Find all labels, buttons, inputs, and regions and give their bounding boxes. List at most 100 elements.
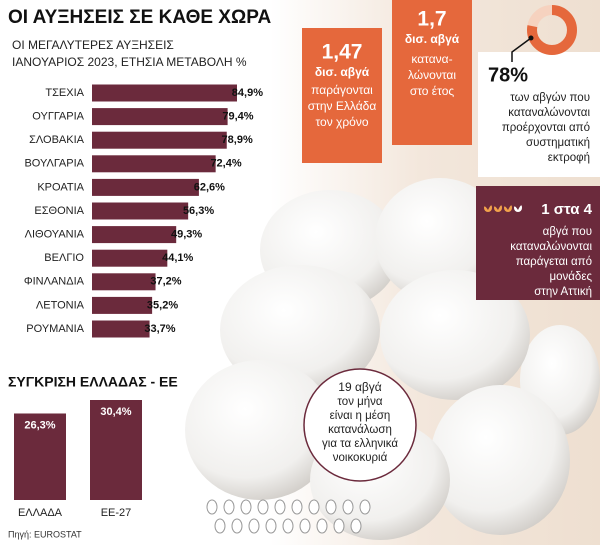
y-tick-label: ΒΕΛΓΙΟ bbox=[44, 252, 84, 264]
chart-title: ΣΥΓΚΡΙΣΗ ΕΛΛΑΔΑΣ - ΕΕ bbox=[8, 374, 178, 390]
callout-text: μονάδες bbox=[550, 271, 593, 283]
y-tick-label: ΤΣΕΧΙΑ bbox=[45, 87, 84, 99]
callout-text: κατανάλωση bbox=[328, 424, 392, 436]
callout-text: στην Αττική bbox=[534, 286, 592, 298]
egg-icon bbox=[257, 499, 269, 515]
value-label: 30,4% bbox=[100, 406, 131, 418]
value-label: 79,4% bbox=[222, 111, 253, 123]
callout-text: στο έτος bbox=[410, 84, 455, 98]
y-tick-label: ΦΙΝΛΑΝΔΙΑ bbox=[24, 276, 85, 288]
value-label: 26,3% bbox=[24, 419, 55, 431]
bar bbox=[92, 202, 189, 220]
callout-number: 1,47 bbox=[322, 41, 363, 64]
callout-text: τον χρόνο bbox=[315, 115, 368, 129]
x-tick-label: ΕΛΛΑΔΑ bbox=[18, 507, 63, 519]
value-label: 37,2% bbox=[150, 276, 181, 288]
callout-text: παράγεται από bbox=[516, 256, 592, 268]
callout-text: κατανα- bbox=[411, 52, 452, 66]
callout-unit: δισ. αβγά bbox=[315, 65, 370, 79]
donut-arc bbox=[527, 5, 577, 55]
callout-number: 1,7 bbox=[417, 8, 446, 31]
bar bbox=[92, 273, 156, 291]
callout-text: είναι η μέση bbox=[330, 410, 391, 422]
value-label: 62,6% bbox=[194, 181, 225, 193]
value-label: 78,9% bbox=[222, 134, 253, 146]
callout-number: 78% bbox=[488, 64, 528, 86]
callout-text: εκτροφή bbox=[548, 152, 590, 164]
callout-text: αβγά που bbox=[543, 226, 592, 238]
callout-text: καταναλώνονται bbox=[508, 107, 590, 119]
y-tick-label: ΒΟΥΛΓΑΡΙΑ bbox=[24, 158, 84, 170]
egg-icon bbox=[282, 518, 294, 534]
egg-icon bbox=[325, 499, 337, 515]
callout-number: 1 στα 4 bbox=[541, 201, 592, 218]
bar bbox=[92, 155, 216, 173]
egg-icon bbox=[231, 518, 243, 534]
y-tick-label: ΚΡΟΑΤΙΑ bbox=[37, 181, 84, 193]
callout-text: παράγονται bbox=[311, 83, 373, 97]
bar bbox=[92, 296, 153, 314]
egg-icon bbox=[240, 499, 252, 515]
y-tick-label: ΡΟΥΜΑΝΙΑ bbox=[26, 323, 84, 335]
callout-number: 19 αβγά bbox=[338, 380, 382, 394]
y-tick-label: ΛΙΘΟΥΑΝΙΑ bbox=[25, 229, 85, 241]
bar bbox=[92, 84, 237, 102]
farming-box bbox=[478, 52, 600, 177]
value-label: 35,2% bbox=[147, 299, 178, 311]
egg-icon bbox=[248, 518, 260, 534]
callout-text: προέρχονται από bbox=[502, 122, 590, 134]
bar bbox=[92, 178, 199, 196]
egg-icon bbox=[359, 499, 371, 515]
callout-text: νοικοκυριά bbox=[333, 452, 388, 464]
egg-icon bbox=[342, 499, 354, 515]
egg-icon bbox=[206, 499, 218, 515]
chart-subtitle: ΙΑΝΟΥΑΡΙΟΣ 2023, ΕΤΗΣΙΑ ΜΕΤΑΒΟΛΗ % bbox=[12, 55, 247, 69]
value-label: 44,1% bbox=[162, 252, 193, 264]
value-label: 84,9% bbox=[232, 87, 263, 99]
value-label: 49,3% bbox=[171, 229, 202, 241]
callout-text: λώνονται bbox=[408, 68, 456, 82]
egg-icon bbox=[308, 499, 320, 515]
chart-subtitle: ΟΙ ΜΕΓΑΛΥΤΕΡΕΣ ΑΥΞΗΣΕΙΣ bbox=[12, 38, 174, 52]
callout-text: καταναλώνονται bbox=[510, 241, 592, 253]
bar bbox=[92, 226, 177, 244]
callout-text: τον μήνα bbox=[337, 396, 382, 408]
value-label: 72,4% bbox=[210, 158, 241, 170]
household-circle bbox=[303, 368, 417, 482]
x-tick-label: ΕΕ-27 bbox=[101, 507, 132, 519]
callout-text: των αβγών που bbox=[510, 92, 590, 104]
egg-icon bbox=[299, 518, 311, 534]
y-tick-label: ΟΥΓΓΑΡΙΑ bbox=[32, 111, 84, 123]
callout-text: στην Ελλάδα bbox=[308, 99, 377, 113]
bar bbox=[92, 108, 228, 126]
bar bbox=[92, 320, 150, 338]
egg-icon bbox=[350, 518, 362, 534]
attica-box bbox=[476, 186, 600, 300]
bar bbox=[14, 413, 66, 500]
callout-text: συστηματική bbox=[526, 137, 590, 149]
leader-line bbox=[511, 37, 532, 62]
bar bbox=[92, 249, 168, 267]
chart-title: ΟΙ ΑΥΞΗΣΕΙΣ ΣΕ ΚΑΘΕ ΧΩΡΑ bbox=[8, 7, 271, 28]
bar bbox=[92, 131, 227, 149]
egg-icon bbox=[333, 518, 345, 534]
consumption-box bbox=[392, 0, 472, 145]
egg-icon bbox=[223, 499, 235, 515]
value-label: 33,7% bbox=[144, 323, 175, 335]
value-label: 56,3% bbox=[183, 205, 214, 217]
egg-icon bbox=[274, 499, 286, 515]
egg-icon bbox=[265, 518, 277, 534]
egg-icon bbox=[214, 518, 226, 534]
egg-icon bbox=[291, 499, 303, 515]
attica-drops bbox=[484, 205, 522, 212]
callout-text: για τα ελληνικά bbox=[322, 438, 398, 450]
y-tick-label: ΛΕΤΟΝΙΑ bbox=[36, 299, 85, 311]
source: Πηγή: EUROSTAT bbox=[8, 529, 82, 539]
y-tick-label: ΣΛΟΒΑΚΙΑ bbox=[29, 134, 85, 146]
y-tick-label: ΕΣΘΟΝΙΑ bbox=[34, 205, 84, 217]
production-box bbox=[302, 28, 382, 163]
bar bbox=[90, 400, 142, 500]
eggs-photo bbox=[185, 178, 600, 540]
egg-icon bbox=[316, 518, 328, 534]
